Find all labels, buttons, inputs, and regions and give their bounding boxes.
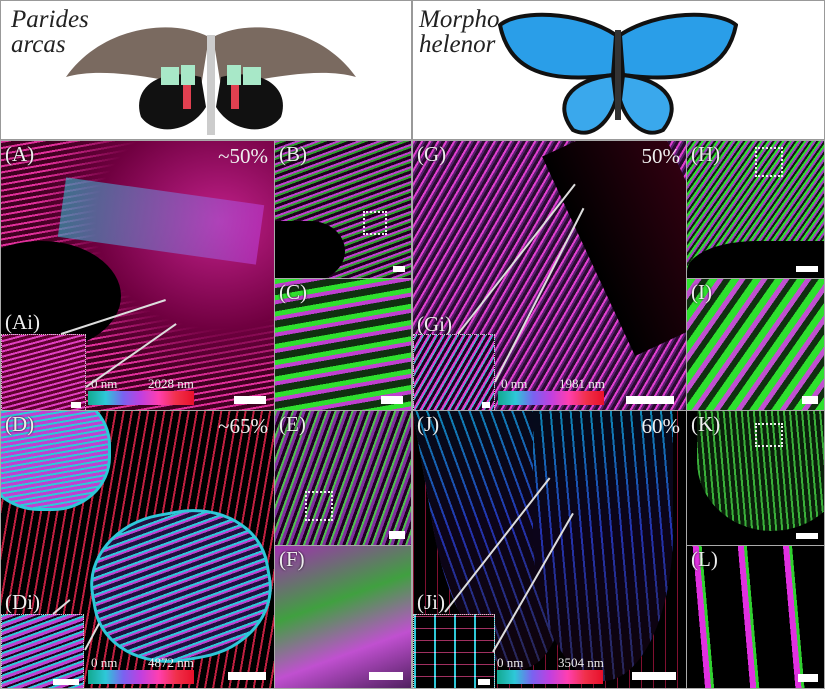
panel-label-ji: (Ji) — [417, 590, 445, 614]
zoom-line — [52, 599, 71, 615]
scale-bar — [802, 396, 818, 404]
colorbar-min-label: 0 nm — [91, 655, 118, 670]
inset-ai — [1, 334, 86, 410]
colorbar-min-label: 0 nm — [91, 376, 118, 391]
region-of-interest-box — [305, 491, 333, 521]
region-of-interest-box — [755, 147, 783, 177]
percentage-j: 60% — [641, 414, 681, 438]
colorbar-min-label: 0 nm — [497, 655, 524, 670]
inset-di — [1, 614, 84, 688]
panel-label-j: (J) — [417, 412, 440, 436]
scale-bar — [796, 533, 818, 539]
panel-e: (E) — [274, 410, 412, 546]
scale-bar — [393, 266, 405, 272]
panel-i: (I) — [686, 278, 825, 411]
colorbar-min-label: 0 nm — [501, 376, 528, 391]
panel-label-gi: (Gi) — [417, 312, 452, 336]
panel-c: (C) — [274, 278, 412, 411]
panel-label-a: (A) — [5, 142, 35, 166]
species-genus: Morpho — [419, 6, 500, 33]
species-name-parides: Parides arcas — [11, 7, 89, 57]
percentage-g: 50% — [641, 144, 681, 168]
scale-bar — [228, 672, 266, 680]
panel-label-l: (L) — [691, 547, 718, 571]
panel-label-h: (H) — [691, 142, 721, 166]
zoom-line — [494, 207, 585, 383]
scale-bar — [369, 672, 403, 680]
percentage-d: ~65% — [218, 414, 268, 438]
species-name-morpho: Morpho helenor — [419, 7, 500, 57]
panel-d: (D) ~65% (Di) 0 nm 4872 nm — [0, 410, 275, 689]
scale-bar — [71, 402, 81, 408]
scale-bar — [482, 402, 490, 408]
scale-bar — [632, 672, 676, 680]
scale-structure — [533, 411, 673, 681]
depth-colorbar — [497, 670, 603, 684]
scale-bar — [798, 674, 818, 682]
zoom-line — [84, 623, 100, 651]
colorbar-max-label: 3504 nm — [558, 655, 604, 670]
scale-bar — [53, 679, 79, 685]
region-of-interest-box — [755, 423, 783, 447]
percentage-a: ~50% — [218, 144, 268, 168]
panel-label-g: (G) — [417, 142, 447, 166]
panel-label-b: (B) — [279, 142, 307, 166]
morpho-butterfly-image — [498, 12, 738, 135]
species-genus: Parides — [11, 6, 89, 33]
scale-bar — [389, 531, 405, 539]
region-of-interest-box — [363, 211, 387, 235]
species-epithet: arcas — [11, 31, 66, 58]
panel-label-c: (C) — [279, 280, 307, 304]
scale-bar — [626, 396, 674, 404]
panel-b: (B) — [274, 140, 412, 279]
scale-structure — [1, 411, 111, 511]
scale-bar — [234, 396, 266, 404]
panel-l: (L) — [686, 545, 825, 689]
scale-bar — [796, 266, 818, 272]
panel-k: (K) — [686, 410, 825, 546]
panel-j: (J) 60% (Ji) 0 nm 3504 nm — [412, 410, 687, 689]
background-dark — [687, 241, 824, 278]
inset-ji — [413, 614, 495, 688]
panel-f: (F) — [274, 545, 412, 689]
species-epithet: helenor — [419, 31, 496, 58]
scale-bar — [381, 396, 403, 404]
panel-g: (G) 50% (Gi) 0 nm 1981 nm — [412, 140, 687, 411]
panel-label-f: (F) — [279, 547, 305, 571]
depth-colorbar — [498, 391, 604, 405]
scale-structure — [79, 496, 274, 676]
scale-bar — [478, 679, 490, 685]
panel-label-di: (Di) — [5, 590, 40, 614]
panel-label-d: (D) — [5, 412, 35, 436]
panel-h: (H) — [686, 140, 825, 279]
header-parides: Parides arcas — [0, 0, 412, 140]
header-morpho: Morpho helenor — [412, 0, 825, 140]
panel-a: (A) ~50% (Ai) 0 nm 2028 nm — [0, 140, 275, 411]
panel-label-ai: (Ai) — [5, 310, 40, 334]
panel-label-k: (K) — [691, 412, 721, 436]
depth-colorbar — [88, 391, 194, 405]
colorbar-max-label: 1981 nm — [559, 376, 605, 391]
background-dark — [275, 221, 345, 278]
depth-colorbar — [88, 670, 194, 684]
colorbar-max-label: 4872 nm — [148, 655, 194, 670]
panel-label-i: (I) — [691, 280, 712, 304]
inset-gi — [413, 334, 495, 410]
panel-label-e: (E) — [279, 412, 306, 436]
colorbar-max-label: 2028 nm — [148, 376, 194, 391]
parides-butterfly-image — [66, 27, 356, 135]
